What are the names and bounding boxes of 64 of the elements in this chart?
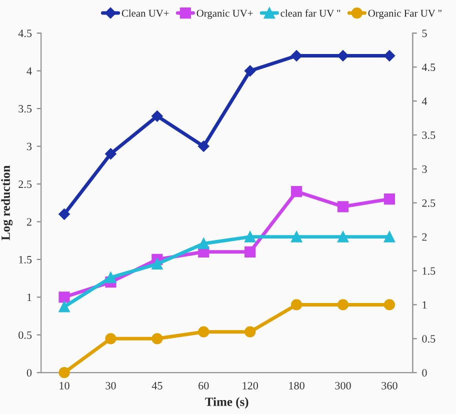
point — [290, 50, 302, 62]
point — [105, 272, 116, 284]
point — [58, 301, 70, 312]
point — [337, 50, 349, 62]
x-tick-label: 360 — [382, 382, 398, 390]
y-tick-label: 1.5 — [19, 256, 32, 264]
point — [58, 367, 70, 378]
y2-tick-label: 0.5 — [422, 335, 436, 343]
x-tick-label: 120 — [242, 382, 258, 390]
y-tick-label: 2 — [26, 218, 32, 226]
x-tick-label: 60 — [198, 382, 209, 390]
point — [152, 258, 163, 270]
point — [244, 246, 256, 258]
x-tick-label: 10 — [60, 382, 70, 390]
y-axis-title: Log reduction — [1, 165, 13, 240]
legend-label: Clean UV+ — [122, 9, 169, 17]
y-tick-label: 2.5 — [18, 180, 32, 188]
y-tick-label: 3.5 — [18, 105, 32, 113]
x-tick-label: 30 — [106, 382, 116, 390]
y-tick-label: 4.5 — [18, 30, 32, 38]
point — [152, 110, 163, 122]
point — [290, 231, 302, 242]
y2-tick-label: 1.5 — [422, 267, 436, 275]
point — [337, 231, 349, 242]
legend-label: Organic Far UV " — [368, 10, 442, 19]
x-axis-title: Time (s) — [205, 397, 248, 409]
point — [105, 333, 116, 344]
point — [244, 231, 256, 242]
point — [337, 299, 349, 310]
point — [290, 299, 302, 310]
point — [290, 186, 302, 198]
y-tick-label: 3 — [26, 142, 32, 150]
y2-tick-label: 0 — [422, 369, 427, 377]
point — [337, 201, 349, 212]
point — [384, 194, 396, 205]
point — [244, 326, 256, 338]
point — [58, 208, 70, 220]
x-tick-label: 300 — [335, 382, 351, 390]
point — [384, 299, 396, 310]
y2-tick-label: 2.5 — [422, 199, 436, 207]
point — [198, 326, 210, 338]
point — [384, 231, 396, 242]
y2-tick-label: 4.5 — [422, 64, 436, 72]
x-tick-label: 45 — [152, 382, 162, 390]
y2-tick-label: 4 — [422, 98, 428, 105]
point — [198, 238, 210, 250]
x-tick-label: 180 — [289, 382, 304, 390]
y2-tick-label: 3 — [422, 165, 427, 173]
point — [152, 333, 163, 344]
legend-label: Organic UV+ — [196, 10, 253, 19]
point — [384, 50, 396, 62]
point — [58, 292, 70, 303]
y2-tick-label: 5 — [422, 30, 427, 38]
point — [198, 140, 210, 152]
y2-tick-label: 2 — [422, 233, 427, 241]
y-tick-label: 4 — [26, 67, 32, 75]
y-tick-label: 1 — [27, 294, 32, 302]
point — [105, 148, 116, 160]
y2-tick-label: 3.5 — [422, 131, 436, 139]
point — [244, 65, 256, 76]
y-tick-label: 0 — [26, 369, 32, 377]
legend-label: clean far UV " — [280, 9, 340, 17]
y-tick-label: 0.5 — [18, 331, 32, 339]
y2-tick-label: 1 — [422, 301, 427, 309]
